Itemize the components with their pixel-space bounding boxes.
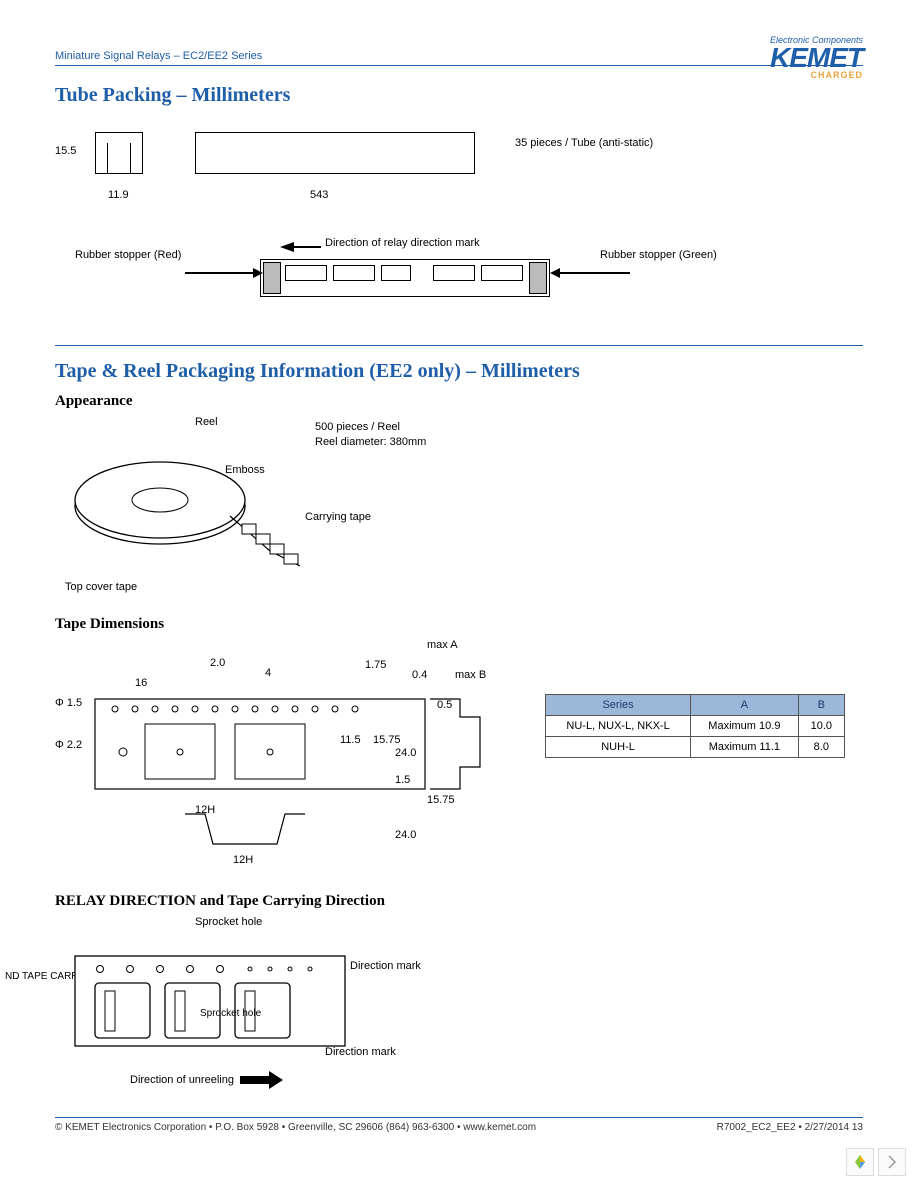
carrying-tape-label: Carrying tape bbox=[305, 511, 371, 523]
relay-direction-title: RELAY DIRECTION and Tape Carrying Direct… bbox=[55, 893, 863, 910]
reel-svg bbox=[60, 416, 320, 596]
dim-p240a: 24.0 bbox=[395, 747, 416, 759]
tape-dimensions-diagram: Φ 1.5 Φ 2.2 16 2.0 4 1.75 0.4 0.5 11.5 1… bbox=[55, 639, 863, 889]
dim-p04: 0.4 bbox=[412, 669, 427, 681]
dim-p05: 0.5 bbox=[437, 699, 452, 711]
dimension-table: Series A B NU-L, NUX-L, NKX-L Maximum 10… bbox=[545, 694, 845, 758]
table-row: NUH-L Maximum 11.1 8.0 bbox=[546, 737, 845, 758]
dim-p2-0: 2.0 bbox=[210, 657, 225, 669]
stopper-red-label: Rubber stopper (Red) bbox=[75, 249, 181, 261]
page-footer: © KEMET Electronics Corporation • P.O. B… bbox=[55, 1117, 863, 1133]
appearance-title: Appearance bbox=[55, 393, 863, 410]
sprocket-hole-label: Sprocket hole bbox=[195, 916, 262, 928]
cell: 8.0 bbox=[798, 737, 844, 758]
dim-12h-b: 12H bbox=[233, 854, 253, 866]
tape-dims-title: Tape Dimensions bbox=[55, 616, 863, 633]
th-series: Series bbox=[546, 695, 691, 716]
logo-text: KEMET bbox=[770, 45, 863, 70]
section-divider bbox=[55, 345, 863, 346]
dim-max-b: max B bbox=[455, 669, 486, 681]
dim-phi15: Φ 1.5 bbox=[55, 697, 82, 709]
dim-height: 15.5 bbox=[55, 145, 76, 157]
footer-left: © KEMET Electronics Corporation • P.O. B… bbox=[55, 1122, 536, 1133]
nav-logo-icon[interactable] bbox=[846, 1148, 874, 1176]
cell: 10.0 bbox=[798, 716, 844, 737]
top-cover-tape-label: Top cover tape bbox=[65, 581, 137, 593]
dim-p1575: 15.75 bbox=[373, 734, 401, 746]
direction-unreel-label: Direction of unreeling bbox=[130, 1074, 234, 1086]
dim-11575: 15.75 bbox=[427, 794, 455, 806]
emboss-label: Emboss bbox=[225, 464, 265, 476]
dim-p115: 11.5 bbox=[340, 734, 361, 746]
th-a: A bbox=[691, 695, 799, 716]
dim-max-a: max A bbox=[427, 639, 458, 651]
dim-p4: 4 bbox=[265, 667, 271, 679]
reel-info-2: Reel diameter: 380mm bbox=[315, 436, 426, 448]
relay-dir-svg bbox=[65, 941, 365, 1071]
tube-packing-diagram: 15.5 11.9 543 35 pieces / Tube (anti-sta… bbox=[55, 117, 863, 327]
next-page-button[interactable] bbox=[878, 1148, 906, 1176]
cell: NU-L, NUX-L, NKX-L bbox=[546, 716, 691, 737]
relay-direction-diagram: ND TAPE CARRYING DIRECTION Sprocket hole… bbox=[5, 916, 863, 1086]
reel-label: Reel bbox=[195, 416, 218, 428]
dim-phi22: Φ 2.2 bbox=[55, 739, 82, 751]
breadcrumb: Miniature Signal Relays – EC2/EE2 Series bbox=[55, 50, 863, 66]
tape-dims-svg bbox=[65, 649, 505, 879]
table-row: NU-L, NUX-L, NKX-L Maximum 10.9 10.0 bbox=[546, 716, 845, 737]
cell: Maximum 10.9 bbox=[691, 716, 799, 737]
direction-mark-label-b: Direction mark bbox=[325, 1046, 396, 1058]
dimension-table-wrap: Series A B NU-L, NUX-L, NKX-L Maximum 10… bbox=[545, 694, 845, 758]
th-b: B bbox=[798, 695, 844, 716]
appearance-diagram: Reel Emboss Carrying tape Top cover tape… bbox=[55, 416, 863, 606]
sprocket-hole-inline: Sprocket hole bbox=[200, 1008, 261, 1019]
dim-p16: 16 bbox=[135, 677, 147, 689]
direction-text: Direction of relay direction mark bbox=[325, 237, 480, 249]
dim-12h-a: 12H bbox=[195, 804, 215, 816]
cell: NUH-L bbox=[546, 737, 691, 758]
footer-right: R7002_EC2_EE2 • 2/27/2014 13 bbox=[717, 1122, 863, 1133]
dim-length: 543 bbox=[310, 189, 328, 201]
cell: Maximum 11.1 bbox=[691, 737, 799, 758]
dim-p240: 24.0 bbox=[395, 829, 416, 841]
reel-info-1: 500 pieces / Reel bbox=[315, 421, 400, 433]
section-title-tube: Tube Packing – Millimeters bbox=[55, 84, 863, 107]
stopper-green-label: Rubber stopper (Green) bbox=[600, 249, 717, 261]
page-nav-corner bbox=[846, 1148, 906, 1176]
section-title-tape-reel: Tape & Reel Packaging Information (EE2 o… bbox=[55, 360, 863, 383]
pieces-note: 35 pieces / Tube (anti-static) bbox=[515, 137, 653, 149]
brand-logo: Electronic Components KEMET CHARGED bbox=[770, 35, 863, 80]
dim-p15: 1.5 bbox=[395, 774, 410, 786]
dim-width: 11.9 bbox=[108, 189, 129, 201]
dim-p175: 1.75 bbox=[365, 659, 386, 671]
